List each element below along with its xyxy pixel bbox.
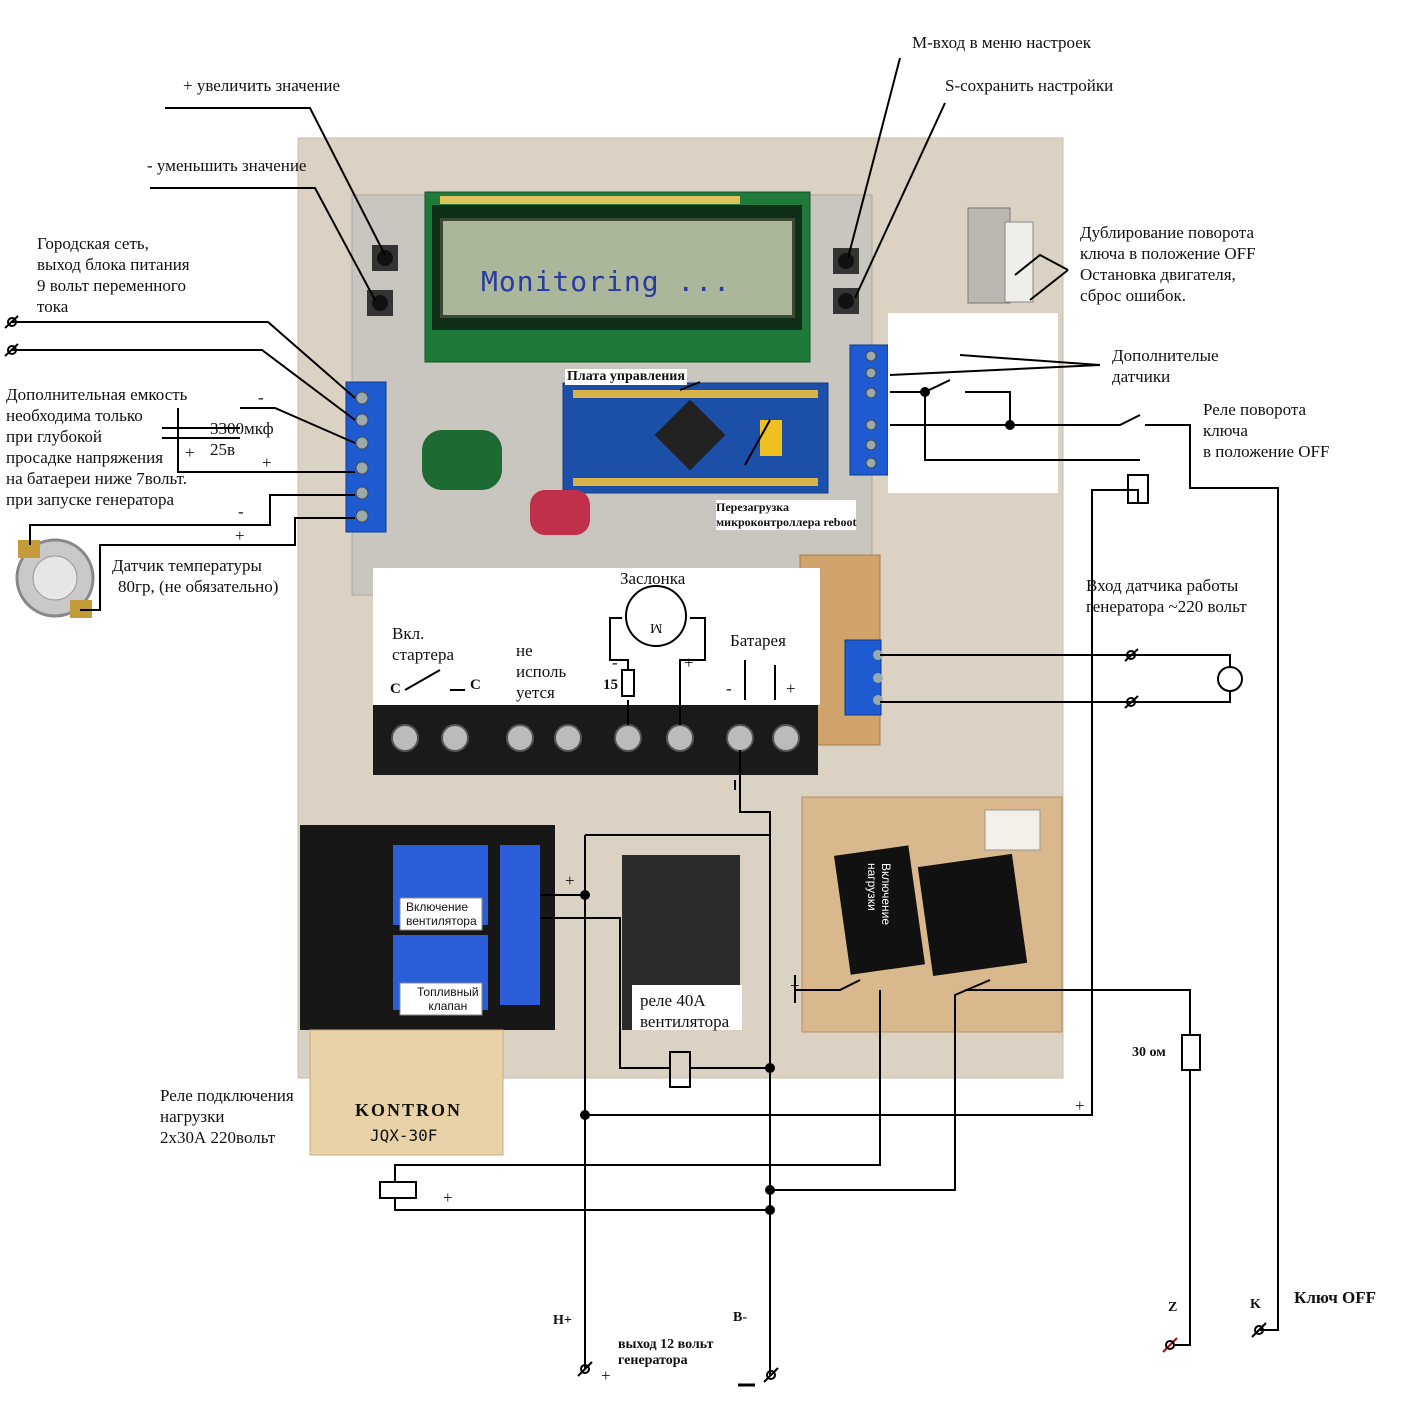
label-minus-decrease: - уменьшить значение [147, 156, 307, 175]
temp-minus: - [238, 502, 244, 521]
label-generator-input: Вход датчика работы генератора ~220 воль… [1086, 576, 1247, 616]
load-relay-plus: + [443, 1188, 453, 1207]
starter-c-right: C [470, 677, 481, 693]
label-reboot: Перезагрузка микроконтроллера reboot [716, 500, 857, 530]
label-temp-sensor: Датчик температуры 80гр, (не обязательно… [112, 556, 279, 596]
fan-relay-plus: + [565, 871, 575, 890]
label-not-used: не исполь уется [516, 641, 567, 702]
battery-plus: + [786, 679, 796, 698]
label-damper: Заслонка [620, 569, 686, 588]
s-button [838, 293, 854, 309]
kontron-brand: KONTRON [355, 1100, 463, 1120]
label-extra-sensors: Дополнителые датчики [1112, 346, 1219, 386]
kontron-model: JQX-30F [370, 1126, 438, 1145]
temp-plus: + [235, 526, 245, 545]
label-duplicate-key: Дублирование поворота ключа в положение … [1080, 223, 1256, 305]
label-r15: 15 [603, 677, 618, 693]
key-relay-plus: + [1075, 1096, 1085, 1115]
label-battery: Батарея [730, 631, 786, 650]
capacitor [422, 430, 502, 490]
label-b-minus: В- [733, 1310, 747, 1325]
battery-minus: - [726, 679, 732, 698]
terminal-right [849, 344, 889, 476]
minus-button [372, 295, 388, 311]
label-z: Z [1168, 1300, 1178, 1315]
label-key-relay: Реле поворота ключа в положение OFF [1203, 400, 1330, 461]
label-starter: Вкл. стартера [392, 624, 455, 664]
label-capacitor-note: Дополнительная емкость необходима только… [6, 385, 188, 509]
label-fan-on: Включение вентилятора [406, 900, 477, 928]
cap-minus: - [258, 388, 264, 407]
label-city-net: Городская сеть, выход блока питания 9 во… [37, 234, 190, 316]
label-output-12v: выход 12 вольт генератора [618, 1337, 714, 1368]
damper-plus: + [684, 653, 694, 672]
label-load-on: Включение нагрузки [865, 862, 894, 926]
load-plus: + [790, 976, 800, 995]
lcd-display: Monitoring ... [440, 218, 795, 318]
label-load-relay: Реле подключения нагрузки 2х30А 220вольт [160, 1086, 294, 1147]
label-control-board: Плата управления [565, 369, 687, 385]
terminal-left [345, 381, 387, 533]
label-r30: 30 ом [1132, 1045, 1166, 1060]
motor-symbol: M [650, 620, 663, 635]
label-s-save: S-сохранить настройки [945, 76, 1114, 95]
out-plus: + [601, 1366, 611, 1385]
label-h-plus: Н+ [553, 1313, 572, 1328]
cap-plus-1: + [185, 443, 195, 462]
label-key-off: Ключ OFF [1294, 1288, 1377, 1307]
m-button [838, 253, 854, 269]
damper-minus: - [612, 653, 618, 672]
label-cap-value: 3300мкф 25в [210, 419, 274, 459]
plus-button [377, 250, 393, 266]
starter-c-left: C [390, 681, 401, 697]
label-m-menu: М-вход в меню настроек [912, 33, 1092, 52]
label-fuel-valve: Топливный клапан [417, 985, 479, 1013]
label-fan-relay: реле 40А вентилятора [640, 991, 730, 1031]
cap-plus-2: + [262, 453, 272, 472]
limit-switch [967, 207, 1011, 304]
label-k: K [1250, 1297, 1261, 1312]
kontron-relay [309, 1029, 504, 1156]
label-plus-increase: + увеличить значение [183, 76, 340, 95]
